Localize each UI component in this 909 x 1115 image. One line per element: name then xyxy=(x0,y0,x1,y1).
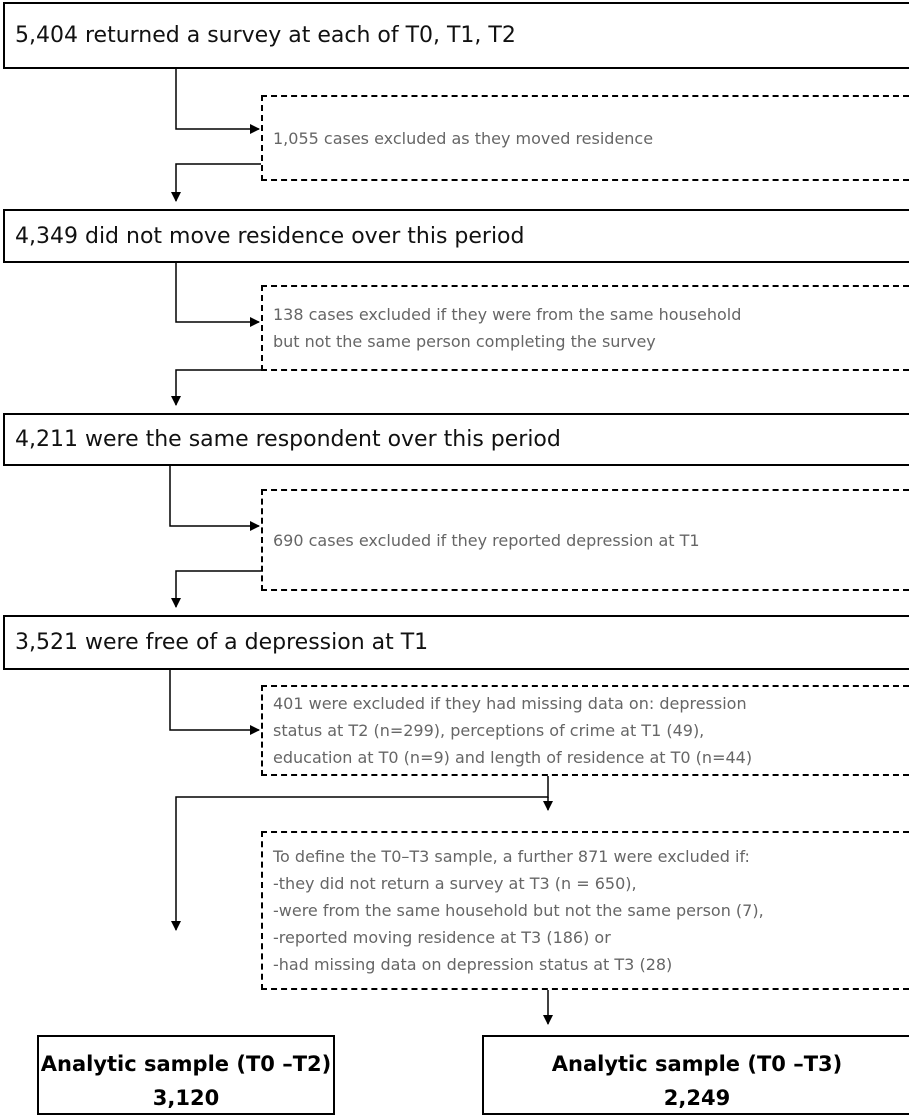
exclusion-text: 1,055 cases excluded as they moved resid… xyxy=(273,128,654,148)
exclusion-box-1: 1,055 cases excluded as they moved resid… xyxy=(261,95,909,181)
final-sample-value: 3,120 xyxy=(152,1086,220,1110)
connector-excl1-to-stage2 xyxy=(171,163,262,202)
final-sample-value: 2,249 xyxy=(663,1086,731,1110)
final-sample-title: Analytic sample (T0 –T2) xyxy=(40,1052,332,1076)
exclusion-box-2: 138 cases excluded if they were from the… xyxy=(261,285,909,371)
final-sample-box-t0-t2: Analytic sample (T0 –T2) 3,120 xyxy=(37,1035,335,1115)
stage-text: 5,404 returned a survey at each of T0, T… xyxy=(15,23,516,48)
exclusion-text: 401 were excluded if they had missing da… xyxy=(273,694,753,767)
connector-excl2-to-stage3 xyxy=(171,369,262,406)
stage-text: 4,211 were the same respondent over this… xyxy=(15,427,561,452)
connector-stage1-to-excl1 xyxy=(175,69,260,134)
connector-stage4-to-excl4 xyxy=(169,670,260,735)
stage-text: 4,349 did not move residence over this p… xyxy=(15,223,525,249)
connector-stage2-to-excl2 xyxy=(175,263,260,327)
exclusion-box-5: To define the T0–T3 sample, a further 87… xyxy=(261,831,909,990)
exclusion-text: To define the T0–T3 sample, a further 87… xyxy=(273,847,764,974)
final-sample-title: Analytic sample (T0 –T3) xyxy=(551,1052,843,1076)
exclusion-text: 690 cases excluded if they reported depr… xyxy=(273,530,700,550)
stage-box-2: 4,349 did not move residence over this p… xyxy=(3,209,909,263)
stage-box-4: 3,521 were free of a depression at T1 xyxy=(3,615,909,670)
connector-stage3-to-excl3 xyxy=(169,466,260,531)
exclusion-box-4: 401 were excluded if they had missing da… xyxy=(261,685,909,776)
exclusion-box-3: 690 cases excluded if they reported depr… xyxy=(261,489,909,591)
stage-box-1: 5,404 returned a survey at each of T0, T… xyxy=(3,2,909,69)
exclusion-text: 138 cases excluded if they were from the… xyxy=(273,305,742,351)
stage-box-3: 4,211 were the same respondent over this… xyxy=(3,413,909,466)
final-sample-box-t0-t3: Analytic sample (T0 –T3) 2,249 xyxy=(482,1035,909,1115)
connector-excl3-to-stage4 xyxy=(171,570,262,608)
stage-text: 3,521 were free of a depression at T1 xyxy=(15,630,429,655)
connector-excl4-split xyxy=(171,776,549,931)
